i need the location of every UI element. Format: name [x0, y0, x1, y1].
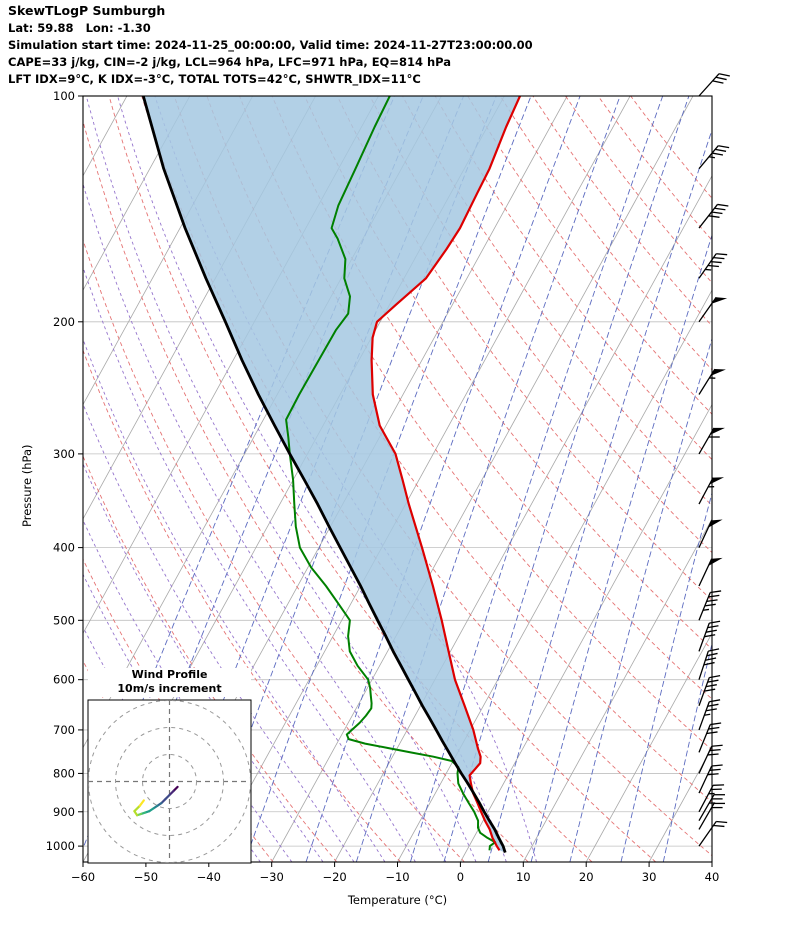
hodograph-trace-segment — [138, 799, 145, 807]
hodograph-ring — [142, 754, 197, 809]
mixing-ratio-line — [530, 233, 712, 862]
wind-barb — [698, 722, 722, 753]
wind-barb — [698, 368, 726, 395]
wind-barb — [698, 820, 728, 847]
x-tick-label: 0 — [457, 870, 464, 884]
y-tick-label: 500 — [53, 613, 75, 627]
y-tick-label: 800 — [53, 766, 75, 780]
hodograph-trace-segment — [133, 804, 141, 813]
mixing-ratio-line — [443, 96, 690, 862]
wind-barb — [698, 477, 725, 505]
mixing-ratio-line — [620, 491, 712, 862]
isotherm-line — [0, 96, 1, 862]
wind-barb — [698, 253, 728, 279]
isotherm-line — [585, 632, 712, 862]
mixing-ratio-line — [409, 96, 664, 862]
x-tick-label: −60 — [71, 870, 95, 884]
x-tick-label: 10 — [516, 870, 531, 884]
isotherm-line — [460, 403, 712, 862]
y-tick-label: 300 — [53, 447, 75, 461]
wind-barb — [698, 648, 720, 680]
x-tick-label: −30 — [260, 870, 284, 884]
hodograph-subtitle: 10m/s increment — [117, 682, 222, 696]
parcel-line — [141, 96, 507, 854]
wind-barb — [698, 675, 721, 706]
y-tick-label: 100 — [53, 89, 75, 103]
wind-barb — [698, 744, 723, 774]
hodograph-ring — [88, 700, 251, 863]
temperature-line — [370, 96, 522, 851]
wind-barb — [698, 73, 730, 97]
dry-adiabat-line — [83, 238, 465, 862]
x-tick-label: 40 — [705, 870, 720, 884]
cape-shaded-area — [143, 96, 521, 853]
wind-barb — [698, 145, 730, 170]
wind-barb — [698, 794, 725, 822]
dewpoint-line — [285, 96, 497, 851]
hodograph-title-block: Wind Profile 10m/s increment — [88, 668, 251, 697]
mixing-ratio-line — [569, 337, 712, 862]
wind-barb — [698, 620, 721, 652]
x-tick-label: −40 — [197, 870, 221, 884]
isotherm-line — [711, 861, 712, 862]
page-title: SkewTLogP Sumburgh — [8, 3, 166, 18]
isotherm-line — [271, 96, 694, 862]
y-tick-label: 200 — [53, 315, 75, 329]
mixing-ratio-line — [487, 128, 712, 862]
dry-adiabat-line — [83, 349, 401, 862]
wind-barb — [698, 590, 722, 621]
y-tick-label: 600 — [53, 673, 75, 687]
hodograph-inset — [87, 699, 252, 864]
mixing-ratio-line — [662, 641, 712, 862]
wind-barb — [698, 699, 721, 731]
dry-adiabat-line — [597, 96, 712, 241]
x-tick-label: −10 — [385, 870, 409, 884]
x-tick-label: −20 — [322, 870, 346, 884]
y-axis-label: Pressure (hPa) — [20, 444, 34, 528]
dry-adiabat-line — [108, 96, 593, 862]
moist-adiabat-line — [83, 182, 447, 862]
x-tick-label: 20 — [579, 870, 594, 884]
wind-barb — [698, 519, 723, 548]
wind-barb — [698, 784, 725, 813]
hodograph-title: Wind Profile — [131, 668, 208, 681]
hodograph-ring — [115, 727, 224, 836]
y-tick-label: 1000 — [46, 839, 75, 853]
isotherm-line — [208, 96, 631, 862]
dry-adiabat-line — [499, 96, 712, 371]
wind-barb — [698, 296, 728, 323]
x-axis-label: Temperature (°C) — [347, 893, 448, 907]
isotherm-line — [83, 96, 191, 292]
dry-adiabat-line — [467, 96, 712, 415]
moist-adiabat-line — [85, 96, 477, 862]
wind-barb — [698, 427, 725, 455]
dry-adiabat-line — [206, 96, 712, 803]
dry-adiabat-line — [304, 96, 712, 650]
y-tick-label: 900 — [53, 805, 75, 819]
wind-barb — [698, 764, 723, 794]
wind-barb — [698, 802, 725, 830]
moist-adiabat-line — [83, 462, 324, 862]
wind-barb — [698, 557, 723, 587]
dry-adiabat-line — [532, 96, 712, 327]
isotherm-line — [522, 518, 712, 862]
header-location: Lat: 59.88 Lon: -1.30 — [8, 21, 151, 35]
x-tick-label: −50 — [134, 870, 158, 884]
axes: −60 −50 −40 −30 −20 −10 0 10 20 30 40 100 200 300 400 5… — [46, 89, 720, 884]
header-indices-2: LFT IDX=9°C, K IDX=-3°C, TOTAL TOTS=42°C… — [8, 72, 421, 86]
wind-barbs — [698, 73, 730, 847]
header-sim-time: Simulation start time: 2024-11-25_00:00:… — [8, 38, 533, 52]
mixing-ratio-line — [305, 96, 581, 862]
y-tick-label: 700 — [53, 723, 75, 737]
header-indices-1: CAPE=33 j/kg, CIN=-2 j/kg, LCL=964 hPa, … — [8, 55, 452, 69]
isotherm-line — [334, 174, 712, 862]
x-tick-label: 30 — [642, 870, 657, 884]
y-tick-label: 400 — [53, 541, 75, 555]
wind-barb — [698, 203, 729, 229]
